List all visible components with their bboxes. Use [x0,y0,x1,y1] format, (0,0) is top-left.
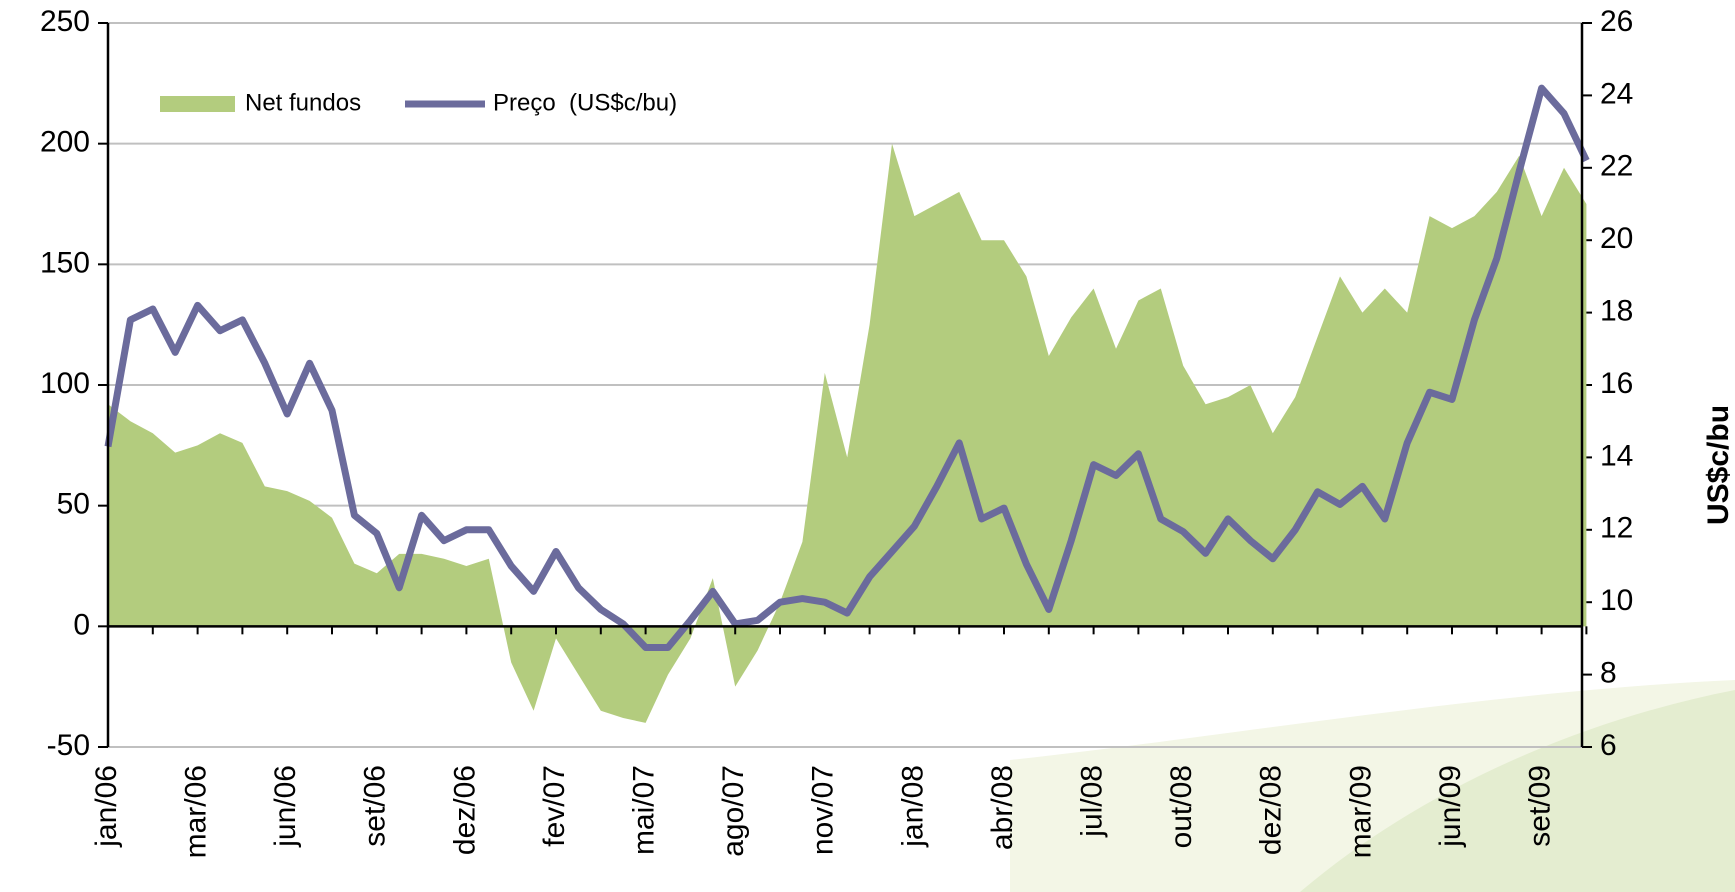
x-tick-label: mar/09 [1344,765,1377,858]
x-tick-label: nov/07 [807,765,840,855]
x-tick-label: set/06 [359,765,392,847]
x-tick-label: jan/08 [896,765,929,848]
x-tick-label: fev/07 [538,765,571,847]
x-tick-label: dez/08 [1255,765,1288,855]
y2-tick-label: 24 [1600,77,1633,110]
x-tick-label: abr/08 [986,765,1019,850]
y-tick-label: 250 [40,5,90,38]
y-tick-label: 50 [57,488,90,521]
y2-tick-label: 22 [1600,150,1633,183]
legend-label: Net fundos [245,89,361,116]
y-tick-label: 0 [73,608,90,641]
x-tick-label: jun/09 [1434,765,1467,848]
legend-swatch [160,96,235,112]
y2-tick-label: 8 [1600,657,1617,690]
y2-tick-label: 18 [1600,295,1633,328]
x-tick-label: out/08 [1165,765,1198,848]
area [108,143,1587,723]
y-tick-label: 200 [40,126,90,159]
x-tick-label: dez/06 [448,765,481,855]
y2-axis-label: US$c/bu [1702,405,1735,525]
x-tick-label: jun/06 [269,765,302,848]
legend-label: Preço (US$c/bu) [493,89,677,116]
x-tick-label: set/09 [1524,765,1557,847]
x-tick-label: ago/07 [717,765,750,857]
y-tick-label: 100 [40,367,90,400]
background-swoosh [1300,690,1735,892]
y2-tick-label: 6 [1600,729,1617,762]
y2-tick-label: 26 [1600,5,1633,38]
y2-tick-label: 14 [1600,439,1633,472]
y-tick-label: -50 [47,729,90,762]
y-tick-label: 150 [40,246,90,279]
y2-tick-label: 10 [1600,584,1633,617]
x-tick-label: jan/06 [90,765,123,848]
x-tick-label: mar/06 [180,765,213,858]
y2-tick-label: 20 [1600,222,1633,255]
line [104,84,1590,651]
x-tick-label: mai/07 [628,765,661,855]
y2-tick-label: 12 [1600,512,1633,545]
y2-tick-label: 16 [1600,367,1633,400]
x-tick-label: jul/08 [1076,765,1109,838]
